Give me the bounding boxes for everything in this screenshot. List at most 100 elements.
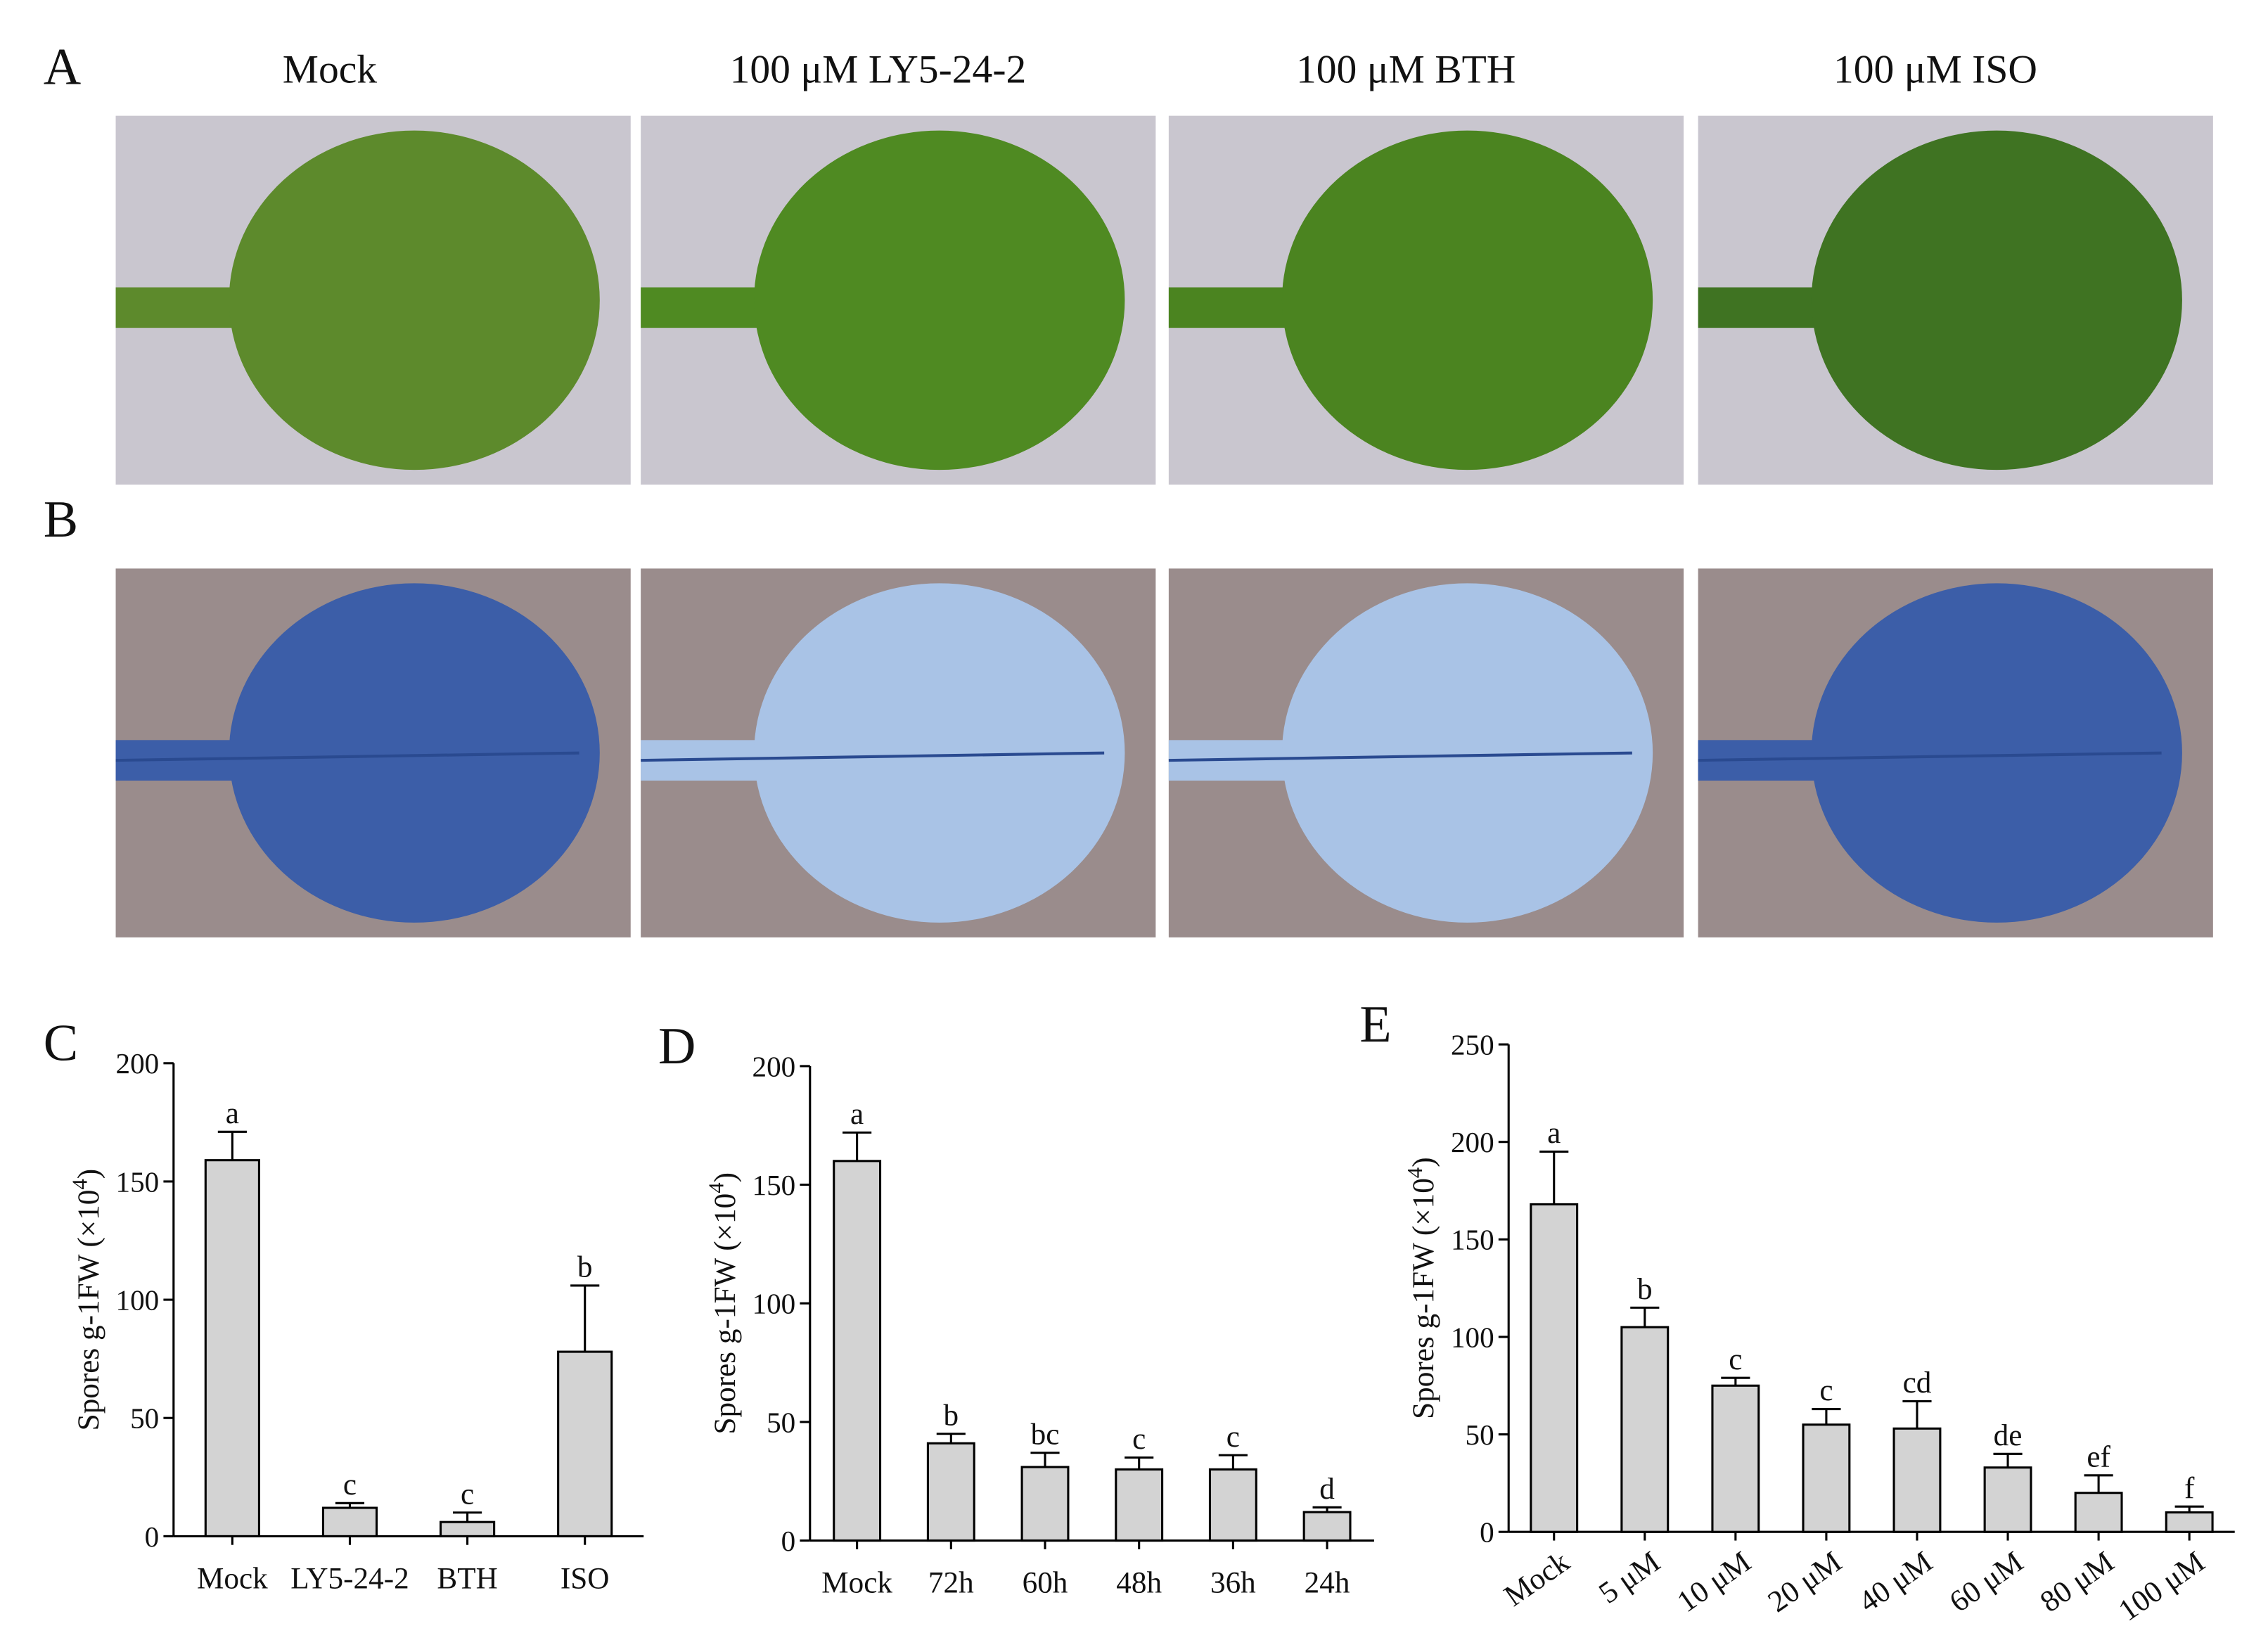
x-tick-label: 80 μM xyxy=(2035,1545,2120,1619)
bar xyxy=(1115,1468,1164,1542)
significance-label: c xyxy=(1729,1343,1742,1376)
bar xyxy=(2074,1492,2123,1533)
y-axis-label: Spores g-1FW (×104) xyxy=(1403,1157,1440,1419)
y-tick-label: 150 xyxy=(1451,1224,1494,1256)
significance-label: ef xyxy=(2087,1440,2110,1473)
panel-label: E xyxy=(1359,996,1391,1054)
x-tick-label: Mock xyxy=(1499,1545,1576,1613)
y-tick-label: 200 xyxy=(752,1050,796,1082)
significance-label: c xyxy=(1226,1421,1240,1454)
x-tick-label: 5 μM xyxy=(1593,1545,1666,1610)
x-tick-label: 60 μM xyxy=(1944,1545,2030,1619)
x-tick-label: 48h xyxy=(1116,1567,1162,1600)
y-tick-label: 50 xyxy=(1466,1419,1494,1451)
bar xyxy=(1620,1326,1670,1533)
leaf xyxy=(754,130,1125,470)
y-label-end: ) xyxy=(72,1169,105,1179)
leaf xyxy=(229,130,600,470)
y-tick-label: 0 xyxy=(1480,1516,1494,1549)
bar xyxy=(204,1159,260,1537)
bar xyxy=(1802,1423,1851,1533)
leaf xyxy=(1811,583,2182,923)
vein xyxy=(641,751,1105,762)
y-tick-label: 250 xyxy=(1451,1028,1494,1061)
y-tick-label: 50 xyxy=(767,1406,795,1438)
significance-label: b xyxy=(944,1399,959,1432)
y-tick-label: 100 xyxy=(752,1288,796,1320)
column-title: Mock xyxy=(283,47,378,91)
column-title: 100 μM LY5-24-2 xyxy=(730,47,1027,91)
x-tick-label: 72h xyxy=(928,1567,974,1600)
x-tick-label: 100 μM xyxy=(2113,1545,2210,1627)
y-axis-label: Spores g-1FW (×104) xyxy=(68,1169,105,1430)
y-label-sup: 4 xyxy=(704,1182,728,1193)
bar xyxy=(1302,1511,1352,1542)
significance-label: f xyxy=(2184,1472,2195,1505)
y-label-main: Spores g-1FW (×10 xyxy=(709,1193,742,1435)
x-tick-label: 60h xyxy=(1023,1567,1068,1600)
bar xyxy=(1892,1427,1942,1533)
y-tick-label: 200 xyxy=(1451,1126,1494,1158)
significance-label: a xyxy=(850,1098,864,1131)
panel-label: D xyxy=(658,1018,696,1075)
x-tick-label: BTH xyxy=(437,1562,497,1595)
y-tick-label: 100 xyxy=(116,1283,160,1316)
panel-label: B xyxy=(44,491,78,549)
bar xyxy=(1711,1384,1760,1533)
leaf xyxy=(1281,583,1653,923)
leaf xyxy=(1281,130,1653,470)
y-tick-label: 0 xyxy=(145,1520,160,1553)
x-tick-label: 10 μM xyxy=(1672,1545,1757,1619)
bar xyxy=(439,1520,496,1537)
bar xyxy=(833,1160,882,1542)
leaf xyxy=(1811,130,2182,470)
y-tick-label: 150 xyxy=(752,1169,796,1201)
bar xyxy=(2165,1511,2214,1533)
y-tick-label: 150 xyxy=(116,1165,160,1198)
bar xyxy=(1530,1203,1579,1533)
y-tick-label: 50 xyxy=(130,1402,159,1435)
leaf xyxy=(229,583,600,923)
x-tick-label: Mock xyxy=(197,1562,268,1595)
panel-label: C xyxy=(44,1015,78,1072)
x-tick-label: LY5-24-2 xyxy=(290,1562,409,1595)
bar xyxy=(926,1442,975,1542)
significance-label: de xyxy=(1994,1419,2023,1452)
y-label-end: ) xyxy=(1407,1157,1440,1167)
significance-label: c xyxy=(1819,1374,1833,1407)
leaf xyxy=(754,583,1125,923)
vein xyxy=(1168,751,1632,762)
bar xyxy=(321,1506,378,1537)
significance-label: bc xyxy=(1031,1418,1060,1451)
significance-label: b xyxy=(1637,1273,1653,1306)
y-tick-label: 0 xyxy=(781,1525,796,1557)
y-label-sup: 4 xyxy=(68,1179,91,1189)
x-tick-label: 40 μM xyxy=(1853,1545,1939,1619)
x-tick-label: ISO xyxy=(560,1562,610,1595)
significance-label: c xyxy=(461,1478,474,1511)
significance-label: cd xyxy=(1903,1366,1932,1400)
bar xyxy=(1208,1468,1257,1542)
y-label-main: Spores g-1FW (×10 xyxy=(1407,1178,1440,1419)
significance-label: d xyxy=(1319,1473,1335,1506)
column-title: 100 μM BTH xyxy=(1296,47,1516,91)
significance-label: b xyxy=(577,1251,593,1284)
x-tick-label: 20 μM xyxy=(1762,1545,1848,1619)
significance-label: a xyxy=(1547,1117,1561,1150)
y-axis-label: Spores g-1FW (×104) xyxy=(704,1172,741,1434)
bar xyxy=(557,1350,613,1537)
vein xyxy=(1698,751,2162,762)
y-label-sup: 4 xyxy=(1403,1167,1427,1178)
column-title: 100 μM ISO xyxy=(1833,47,2037,91)
y-tick-label: 200 xyxy=(116,1047,160,1080)
x-tick-label: Mock xyxy=(821,1567,892,1600)
significance-label: c xyxy=(1132,1423,1146,1456)
vein xyxy=(115,751,579,762)
panel-label: A xyxy=(44,38,81,96)
bar xyxy=(1983,1466,2032,1533)
y-label-main: Spores g-1FW (×10 xyxy=(72,1190,105,1431)
significance-label: a xyxy=(226,1097,239,1130)
x-tick-label: 36h xyxy=(1210,1567,1256,1600)
